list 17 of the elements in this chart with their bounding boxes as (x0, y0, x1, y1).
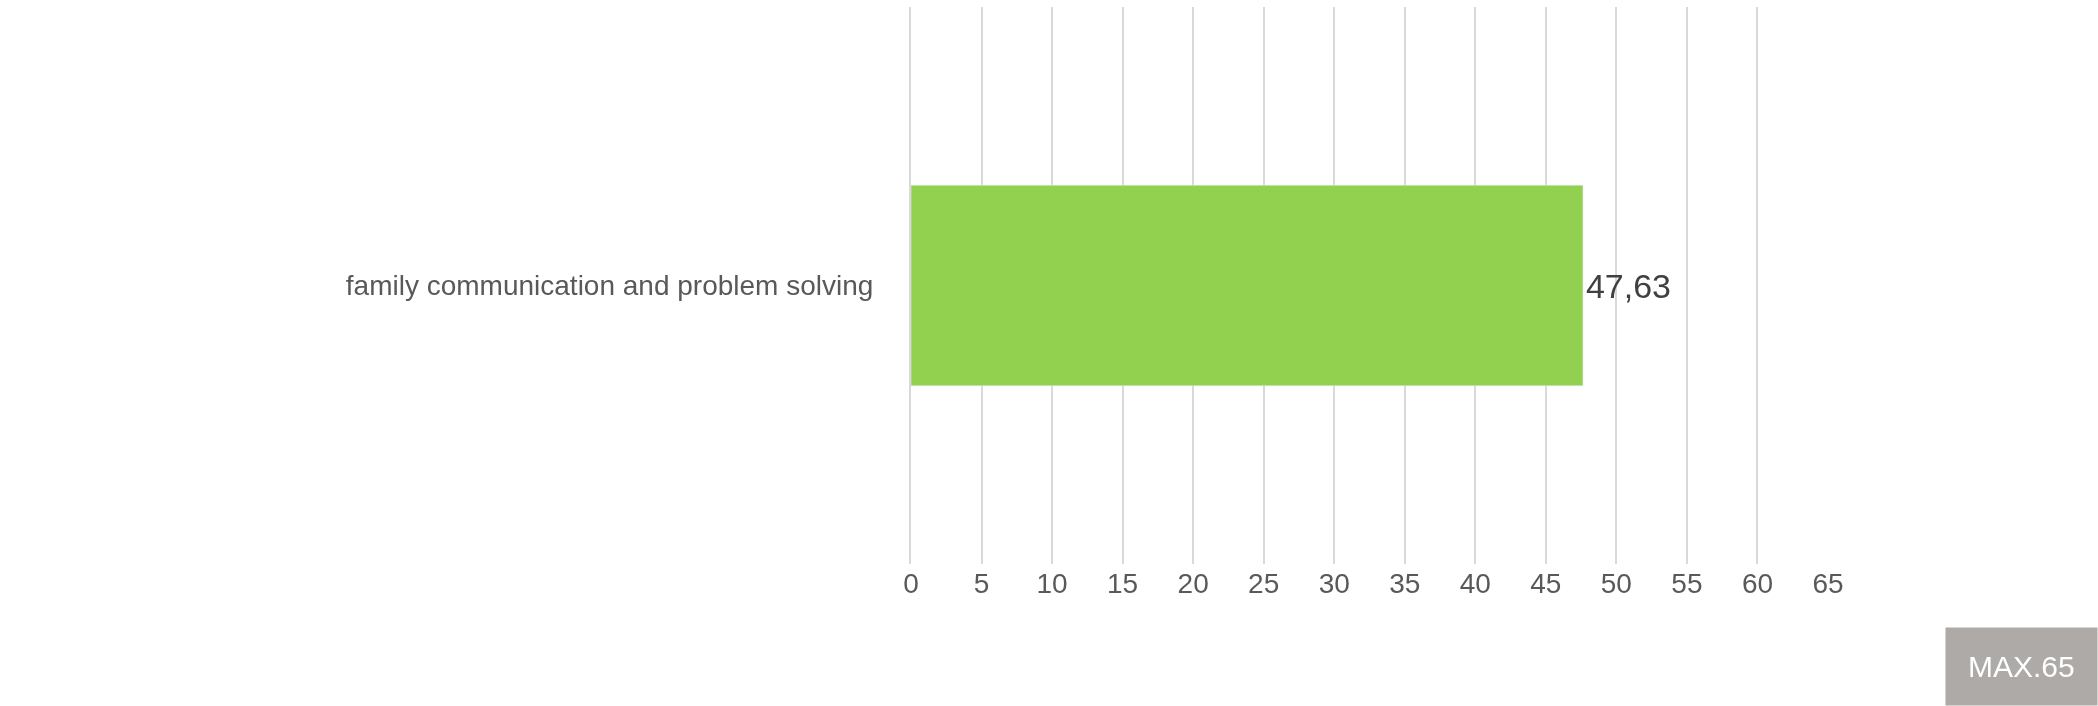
data-label: 47,63 (1585, 266, 1672, 305)
x-tick-label: 10 (1036, 568, 1068, 599)
x-tick-label: 15 (1107, 568, 1139, 599)
x-tick-label: 50 (1600, 568, 1632, 599)
x-tick-label: 30 (1318, 568, 1350, 599)
x-tick-label: 40 (1459, 568, 1491, 599)
x-tick-label: 20 (1177, 568, 1209, 599)
x-tick-label: 65 (1812, 568, 1844, 599)
x-tick-label: 0 (903, 568, 919, 599)
y-tick-label: family communication and problem solving (345, 270, 874, 302)
x-tick-label: 55 (1671, 568, 1703, 599)
text: MAX.65 (1968, 650, 2075, 683)
x-tick-label: 35 (1389, 568, 1421, 599)
x-tick-label: 25 (1248, 568, 1280, 599)
x-tick-label: 45 (1530, 568, 1562, 599)
x-tick-label: 5 (973, 568, 990, 599)
x-tick-label: 60 (1741, 568, 1774, 599)
